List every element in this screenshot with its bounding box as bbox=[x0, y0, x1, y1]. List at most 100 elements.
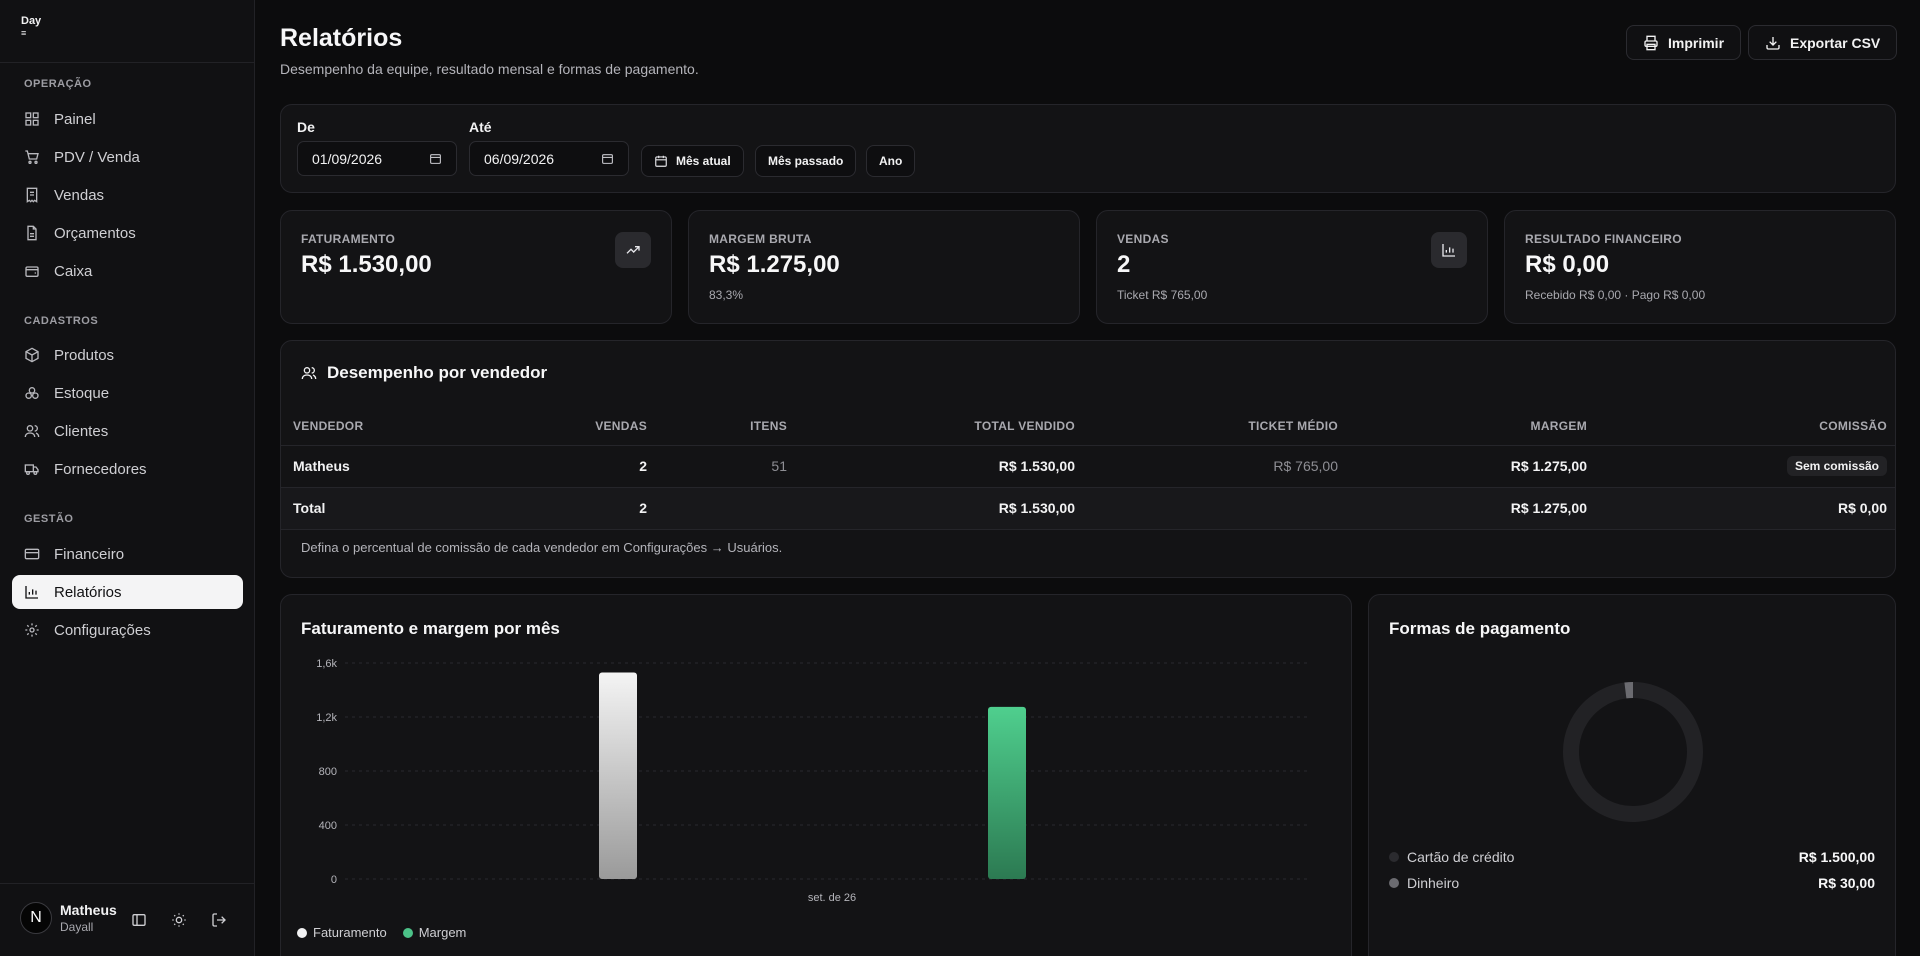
payment-value: R$ 30,00 bbox=[1818, 875, 1875, 891]
sidebar-item-caixa[interactable]: Caixa bbox=[12, 254, 243, 288]
section-label-operacao: OPERAÇÃO bbox=[24, 78, 92, 90]
kpi-icon-badge bbox=[615, 232, 651, 268]
sidebar-item-vendas[interactable]: Vendas bbox=[12, 178, 243, 212]
cell-total-comissao: R$ 0,00 bbox=[1599, 487, 1895, 530]
kpi-label: MARGEM BRUTA bbox=[709, 232, 812, 246]
legend-item-faturamento[interactable]: Faturamento bbox=[297, 925, 387, 940]
app-logo[interactable]: Day ≡ bbox=[21, 15, 42, 39]
page-title: Relatórios bbox=[280, 24, 403, 52]
truck-icon bbox=[24, 464, 39, 475]
logo-text: Day bbox=[21, 15, 42, 27]
legend-item-margem[interactable]: Margem bbox=[402, 925, 466, 940]
sidebar-item-financeiro[interactable]: Financeiro bbox=[12, 537, 243, 571]
cell-total: R$ 1.530,00 bbox=[799, 445, 1087, 488]
sun-icon bbox=[172, 913, 186, 927]
kpi-label: FATURAMENTO bbox=[301, 232, 396, 246]
col-itens[interactable]: ITENS bbox=[659, 407, 799, 446]
sidebar-item-label: Financeiro bbox=[54, 545, 125, 563]
cell-ticket: R$ 765,00 bbox=[1087, 445, 1350, 488]
sidebar-item-pdv[interactable]: PDV / Venda bbox=[12, 140, 243, 174]
payment-swatch bbox=[1389, 852, 1399, 862]
payments-title: Formas de pagamento bbox=[1389, 619, 1571, 638]
sidebar-item-fornecedores[interactable]: Fornecedores bbox=[12, 452, 243, 486]
sidebar-item-label: Produtos bbox=[54, 346, 115, 364]
sidebar-item-label: Painel bbox=[54, 110, 96, 128]
sidebar-item-label: Caixa bbox=[54, 262, 93, 280]
sidebar-item-estoque[interactable]: Estoque bbox=[12, 376, 243, 410]
y-tick-label: 1,2k bbox=[316, 712, 337, 724]
kpi-value: 2 bbox=[1117, 251, 1131, 278]
cell-itens: 51 bbox=[659, 445, 799, 488]
printer-icon bbox=[1644, 35, 1658, 50]
legend-swatch bbox=[297, 927, 307, 938]
legend-label: Faturamento bbox=[313, 925, 387, 940]
logout-icon bbox=[212, 913, 226, 927]
sidebar-item-relatorios[interactable]: Relatórios bbox=[12, 575, 243, 609]
cell-comissao: Sem comissão bbox=[1599, 445, 1895, 488]
cell-margem: R$ 1.275,00 bbox=[1350, 445, 1599, 488]
calendar-icon bbox=[655, 155, 667, 167]
receipt-icon bbox=[26, 187, 38, 203]
payment-row-cash[interactable]: Dinheiro R$ 30,00 bbox=[1389, 875, 1875, 891]
col-ticket-medio[interactable]: TICKET MÉDIO bbox=[1087, 407, 1350, 446]
table-header-row: VENDEDOR VENDAS ITENS TOTAL VENDIDO TICK… bbox=[281, 407, 1895, 446]
trending-up-icon bbox=[626, 246, 640, 254]
sidebar-item-produtos[interactable]: Produtos bbox=[12, 338, 243, 372]
from-label: De bbox=[297, 119, 315, 135]
print-button[interactable]: Imprimir bbox=[1626, 25, 1742, 60]
toggle-sidebar-button[interactable] bbox=[127, 908, 151, 932]
sidebar-item-label: Relatórios bbox=[54, 583, 122, 601]
y-tick-label: 0 bbox=[331, 874, 337, 886]
kpi-sub: Ticket R$ 765,00 bbox=[1117, 288, 1208, 302]
filters-card: De 01/09/2026 Até 06/09/2026 Mês atual M… bbox=[280, 104, 1896, 193]
box-icon bbox=[25, 347, 39, 363]
table-row[interactable]: Matheus 2 51 R$ 1.530,00 R$ 765,00 R$ 1.… bbox=[281, 445, 1895, 488]
credit-card-icon bbox=[24, 548, 40, 560]
user-profile[interactable]: N Matheus Dayall bbox=[20, 902, 118, 934]
from-date-input[interactable]: 01/09/2026 bbox=[297, 141, 457, 176]
avatar: N bbox=[20, 902, 52, 934]
bar-margem bbox=[988, 706, 1026, 879]
x-tick-label: set. de 26 bbox=[808, 892, 856, 904]
sidebar-item-configuracoes[interactable]: Configurações bbox=[12, 613, 243, 647]
preset-last-month-button[interactable]: Mês passado bbox=[755, 145, 857, 177]
theme-toggle-button[interactable] bbox=[167, 908, 191, 932]
bar-chart-icon bbox=[1442, 244, 1455, 257]
download-icon bbox=[1766, 36, 1780, 50]
sidebar-item-clientes[interactable]: Clientes bbox=[12, 414, 243, 448]
payment-name: Dinheiro bbox=[1407, 875, 1460, 891]
to-date-input[interactable]: 06/09/2026 bbox=[469, 141, 629, 176]
export-label: Exportar CSV bbox=[1790, 34, 1881, 51]
sidebar-item-orcamentos[interactable]: Orçamentos bbox=[12, 216, 243, 250]
preset-year-button[interactable]: Ano bbox=[866, 145, 916, 177]
logout-button[interactable] bbox=[207, 908, 231, 932]
sellers-table: VENDEDOR VENDAS ITENS TOTAL VENDIDO TICK… bbox=[281, 407, 1895, 530]
kpi-card-margem: MARGEM BRUTA R$ 1.275,00 83,3% bbox=[688, 210, 1080, 324]
export-csv-button[interactable]: Exportar CSV bbox=[1748, 25, 1898, 60]
col-margem[interactable]: MARGEM bbox=[1350, 407, 1599, 446]
wallet-icon bbox=[25, 266, 39, 277]
donut-slice-0[interactable] bbox=[1563, 682, 1703, 822]
col-vendedor[interactable]: VENDEDOR bbox=[281, 407, 491, 446]
legend-swatch bbox=[402, 927, 413, 938]
sidebar-item-label: Fornecedores bbox=[54, 460, 147, 478]
col-total-vendido[interactable]: TOTAL VENDIDO bbox=[799, 407, 1087, 446]
cell-total-vendas: 2 bbox=[491, 487, 659, 530]
preset-label: Mês atual bbox=[676, 154, 731, 168]
cell-total-label: Total bbox=[281, 487, 491, 530]
sidebar-item-label: Vendas bbox=[54, 186, 105, 204]
payment-row-credit-card[interactable]: Cartão de crédito R$ 1.500,00 bbox=[1389, 849, 1875, 865]
kpi-card-faturamento: FATURAMENTO R$ 1.530,00 bbox=[280, 210, 672, 324]
sellers-card: Desempenho por vendedor VENDEDOR VENDAS … bbox=[280, 340, 1896, 578]
cell-total-itens bbox=[659, 487, 799, 530]
col-comissao[interactable]: COMISSÃO bbox=[1599, 407, 1895, 446]
preset-current-month-button[interactable]: Mês atual bbox=[641, 145, 744, 177]
kpi-card-vendas: VENDAS 2 Ticket R$ 765,00 bbox=[1096, 210, 1488, 324]
gear-icon bbox=[25, 623, 39, 637]
calendar-icon bbox=[430, 154, 441, 164]
page-subtitle: Desempenho da equipe, resultado mensal e… bbox=[280, 61, 699, 77]
col-vendas[interactable]: VENDAS bbox=[491, 407, 659, 446]
user-name: Matheus bbox=[60, 902, 117, 918]
to-label: Até bbox=[469, 119, 492, 135]
sidebar-item-painel[interactable]: Painel bbox=[12, 102, 243, 136]
